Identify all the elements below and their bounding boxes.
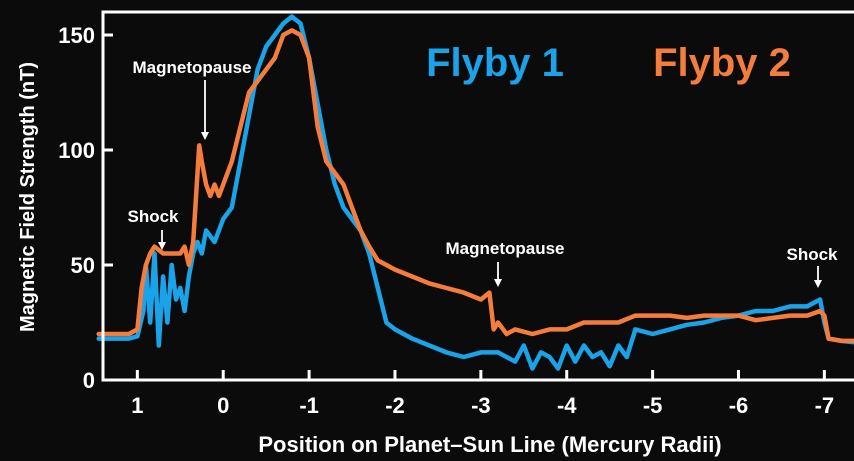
- series-line-1: [96, 14, 854, 371]
- plot-frame: [101, 10, 854, 382]
- y-tick-label: 0: [83, 368, 95, 393]
- legend-entry-2: Flyby 2: [653, 41, 791, 85]
- annotation-arrow-head: [158, 242, 166, 250]
- x-tick-label: 0: [217, 393, 229, 418]
- x-tick-label: -3: [471, 393, 491, 418]
- annotation-label: Shock: [786, 245, 838, 264]
- x-tick-label: -6: [729, 393, 749, 418]
- y-tick-label: 100: [58, 138, 95, 163]
- annotations: Magnetopause Shock Magnetopause Shock: [127, 58, 838, 288]
- x-tick-label: -7: [815, 393, 835, 418]
- x-tick-label: -5: [643, 393, 663, 418]
- x-tick-label: 1: [131, 393, 143, 418]
- legend: Flyby 1 Flyby 2: [426, 41, 791, 85]
- annotation-label: Shock: [127, 207, 179, 226]
- annotation-arrow-head: [201, 132, 209, 140]
- annotation-label: Magnetopause: [445, 239, 564, 258]
- y-axis-label: Magnetic Field Strength (nT): [17, 62, 39, 332]
- x-tick-label: -1: [299, 393, 319, 418]
- annotation-label: Magnetopause: [132, 58, 251, 77]
- plot-area: [96, 14, 854, 371]
- y-tick-label: 150: [58, 23, 95, 48]
- annotation-arrow-head: [814, 280, 822, 288]
- x-tick-label: -2: [385, 393, 405, 418]
- x-tick-label: -4: [557, 393, 577, 418]
- series-line-2: [96, 28, 854, 344]
- axis-ticks: 1 0 -1 -2 -3 -4 -5 -6 -7 0 50 100 150: [58, 23, 834, 418]
- annotation-arrow-head: [494, 279, 502, 287]
- legend-entry-1: Flyby 1: [426, 41, 564, 85]
- x-axis-label: Position on Planet–Sun Line (Mercury Rad…: [258, 432, 721, 457]
- y-tick-label: 50: [71, 253, 95, 278]
